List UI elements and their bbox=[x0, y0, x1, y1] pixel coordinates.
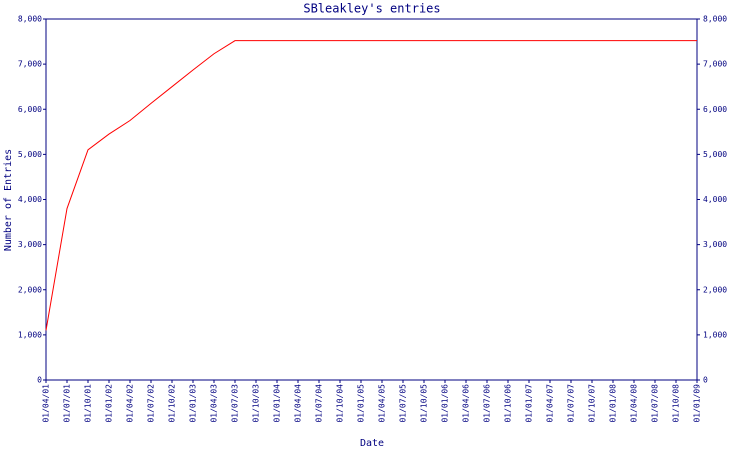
x-tick-label: 01/01/02 bbox=[105, 384, 114, 423]
y-tick-label: 6,000 bbox=[18, 105, 42, 114]
x-tick-label: 01/10/07 bbox=[588, 384, 597, 423]
x-tick-label: 01/10/05 bbox=[420, 384, 429, 423]
data-line bbox=[45, 40, 697, 331]
y-tick-label: 2,000 bbox=[18, 285, 42, 294]
x-tick-label: 01/07/01 bbox=[63, 384, 72, 423]
x-tick-label: 01/10/04 bbox=[336, 384, 345, 423]
x-tick-label: 01/04/03 bbox=[210, 384, 219, 423]
y2-tick-label: 2,000 bbox=[703, 285, 727, 294]
x-tick-label: 01/07/02 bbox=[147, 384, 156, 423]
x-tick-label: 01/07/06 bbox=[483, 384, 492, 423]
x-tick-label: 01/10/03 bbox=[252, 384, 261, 423]
y-tick-label: 8,000 bbox=[18, 15, 42, 24]
x-tick-label: 01/07/05 bbox=[399, 384, 408, 423]
x-tick-label: 01/01/09 bbox=[693, 384, 702, 423]
x-tick-label: 01/10/08 bbox=[672, 384, 681, 423]
x-tick-label: 01/01/06 bbox=[441, 384, 450, 423]
x-tick-label: 01/10/06 bbox=[504, 384, 513, 423]
x-tick-label: 01/07/03 bbox=[231, 384, 240, 423]
x-tick-label: 01/07/07 bbox=[567, 384, 576, 423]
y2-tick-label: 1,000 bbox=[703, 330, 727, 339]
y2-tick-label: 0 bbox=[703, 376, 708, 385]
y-tick-label: 7,000 bbox=[18, 60, 42, 69]
y2-tick-label: 7,000 bbox=[703, 60, 727, 69]
y-tick-label: 1,000 bbox=[18, 330, 42, 339]
x-tick-label: 01/01/04 bbox=[273, 384, 282, 423]
y2-tick-label: 3,000 bbox=[703, 240, 727, 249]
x-tick-label: 01/01/08 bbox=[609, 384, 618, 423]
x-tick-label: 01/07/08 bbox=[651, 384, 660, 423]
x-tick-label: 01/04/04 bbox=[294, 384, 303, 423]
chart-title: SBleakley's entries bbox=[303, 2, 440, 16]
x-tick-label: 01/04/05 bbox=[378, 384, 387, 423]
y-tick-label: 4,000 bbox=[18, 195, 42, 204]
y2-tick-label: 8,000 bbox=[703, 15, 727, 24]
x-tick-label: 01/04/08 bbox=[630, 384, 639, 423]
y-tick-label: 5,000 bbox=[18, 150, 42, 159]
x-tick-label: 01/04/01 bbox=[42, 384, 51, 423]
y-axis-label: Number of Entries bbox=[3, 149, 14, 251]
x-tick-label: 01/04/02 bbox=[126, 384, 135, 423]
x-tick-label: 01/10/02 bbox=[168, 384, 177, 423]
x-axis-label: Date bbox=[360, 438, 384, 449]
y2-tick-label: 5,000 bbox=[703, 150, 727, 159]
x-tick-label: 01/01/03 bbox=[189, 384, 198, 423]
x-tick-label: 01/07/04 bbox=[315, 384, 324, 423]
y2-tick-label: 6,000 bbox=[703, 105, 727, 114]
y-tick-label: 0 bbox=[37, 376, 42, 385]
y2-tick-label: 4,000 bbox=[703, 195, 727, 204]
x-tick-label: 01/01/07 bbox=[525, 384, 534, 423]
x-tick-label: 01/04/07 bbox=[546, 384, 555, 423]
x-tick-label: 01/10/01 bbox=[84, 384, 93, 423]
x-tick-label: 01/04/06 bbox=[462, 384, 471, 423]
y-tick-label: 3,000 bbox=[18, 240, 42, 249]
x-tick-label: 01/01/05 bbox=[357, 384, 366, 423]
